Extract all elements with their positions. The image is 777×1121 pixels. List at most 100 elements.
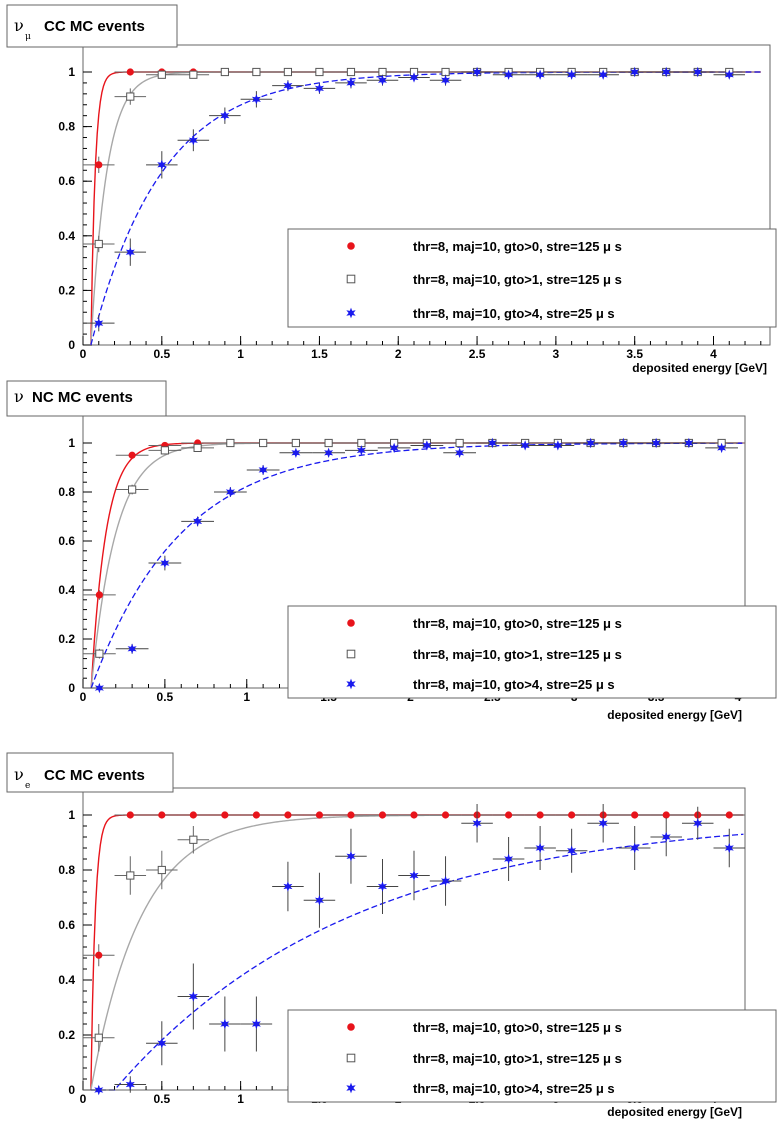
data-point <box>724 842 734 854</box>
data-point <box>314 895 324 906</box>
data-point <box>717 442 727 454</box>
x-tick-label: 3 <box>553 347 560 361</box>
data-point <box>252 67 261 77</box>
data-point <box>324 447 334 458</box>
x-axis-label: deposited energy [GeV] <box>632 361 767 375</box>
data-point <box>693 66 703 78</box>
legend-marker <box>346 1053 356 1063</box>
data-point <box>95 649 104 658</box>
legend-marker <box>347 242 355 250</box>
y-tick-label: 0.6 <box>58 534 75 548</box>
data-point <box>220 1018 230 1030</box>
data-point <box>422 440 432 451</box>
legend-label: thr=8, maj=10, gto>1, stre=125 μ s <box>413 1051 622 1066</box>
data-point <box>651 437 661 449</box>
chart-panel-3: 00.20.40.60.8100.511.522.533.54deposited… <box>6 752 777 1119</box>
data-point <box>356 445 366 456</box>
data-point <box>283 80 293 91</box>
data-point <box>455 438 464 448</box>
data-point <box>95 951 103 959</box>
x-tick-label: 2.5 <box>469 347 486 361</box>
data-point <box>193 443 202 452</box>
data-point <box>346 67 356 77</box>
y-tick-label: 1 <box>68 808 75 822</box>
legend-label: thr=8, maj=10, gto>0, stre=125 μ s <box>413 616 622 631</box>
x-axis-label: deposited energy [GeV] <box>607 1105 742 1119</box>
series-1 <box>83 811 746 967</box>
data-point <box>567 845 577 856</box>
title-box <box>6 4 178 48</box>
legend-box <box>287 228 777 328</box>
data-point <box>410 811 418 819</box>
data-point <box>94 317 104 329</box>
data-point <box>568 811 576 819</box>
x-tick-label: 2 <box>395 347 402 361</box>
y-tick-label: 1 <box>68 65 75 79</box>
fit-curve-series-3 <box>90 442 745 689</box>
y-tick-label: 0.8 <box>58 120 75 134</box>
series-2 <box>83 67 746 253</box>
data-point <box>157 70 166 79</box>
series-3 <box>83 66 746 332</box>
title-box <box>6 380 167 417</box>
data-point <box>157 159 167 171</box>
data-point <box>160 446 169 455</box>
data-point <box>226 438 235 448</box>
y-tick-label: 0 <box>68 1083 75 1097</box>
data-point <box>188 135 198 146</box>
x-tick-label: 0 <box>80 1092 87 1106</box>
series-3 <box>83 437 738 694</box>
y-tick-label: 0.6 <box>58 174 75 188</box>
data-point <box>598 818 608 829</box>
data-point <box>189 70 198 79</box>
data-point <box>630 66 640 78</box>
data-point <box>520 440 530 451</box>
data-point <box>487 437 497 449</box>
series-3 <box>83 804 746 1096</box>
data-point <box>128 485 137 494</box>
data-point <box>291 447 301 458</box>
y-tick-label: 0.2 <box>58 283 75 297</box>
data-point <box>441 811 450 819</box>
chart-panel-1: 0 0.2 0.4 0.6 0.8 1 0 0.5 1 1.5 2 2.5 3 3.5 4deposited… <box>6 4 777 375</box>
data-point <box>94 1033 103 1042</box>
data-point <box>220 110 230 121</box>
legend-marker <box>346 1082 356 1094</box>
data-point <box>127 643 137 654</box>
data-point <box>189 811 197 819</box>
data-point <box>324 438 333 448</box>
y-tick-label: 0.6 <box>58 918 75 932</box>
data-point <box>225 486 235 498</box>
data-point <box>535 842 545 854</box>
data-point <box>95 161 103 169</box>
data-point <box>377 881 387 892</box>
y-tick-label: 0.4 <box>58 229 75 243</box>
data-point <box>536 811 544 819</box>
y-tick-label: 0.8 <box>58 485 75 499</box>
x-tick-label: 1 <box>237 347 244 361</box>
y-tick-label: 0 <box>68 338 75 352</box>
data-point <box>95 591 103 599</box>
legend-label: thr=8, maj=10, gto>4, stre=25 μ s <box>413 677 615 692</box>
legend-marker <box>347 1023 355 1031</box>
data-point <box>251 1018 261 1030</box>
data-point <box>378 67 387 77</box>
data-point <box>283 881 293 892</box>
y-tick-label: 0.8 <box>58 863 75 877</box>
data-point <box>126 68 134 76</box>
data-point <box>315 811 324 819</box>
legend-marker <box>346 307 356 319</box>
data-point <box>504 853 514 865</box>
legend-marker <box>346 649 356 659</box>
legend-marker <box>347 619 355 627</box>
data-point <box>259 438 268 448</box>
title-box <box>6 752 174 793</box>
data-point <box>504 69 514 80</box>
y-tick-label: 0.2 <box>58 632 75 646</box>
data-point <box>586 437 596 449</box>
data-point <box>258 464 268 476</box>
title-symbol: ν <box>14 765 24 784</box>
data-point <box>94 239 103 249</box>
data-point <box>441 875 451 887</box>
data-point <box>661 66 671 78</box>
